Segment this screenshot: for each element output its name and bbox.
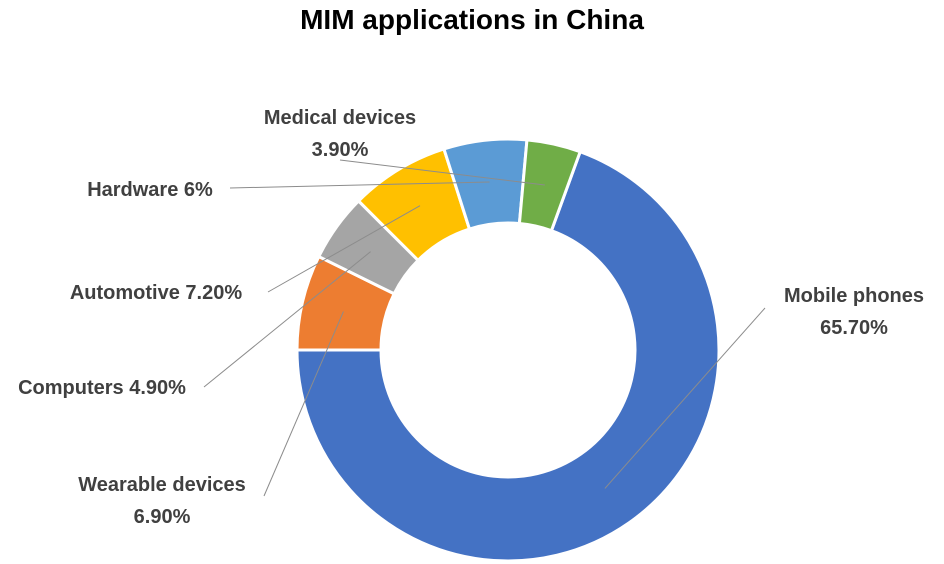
data-label-hardware: Hardware 6% bbox=[87, 179, 213, 201]
leader-line-wearable-devices bbox=[263, 311, 344, 497]
slices-group bbox=[295, 137, 721, 563]
data-label-automotive: Automotive 7.20% bbox=[70, 282, 242, 304]
labels-group: Mobile phones 65.70% Wearable devices 6.90%… bbox=[18, 107, 924, 528]
leader-line-computers bbox=[203, 251, 371, 388]
leader-line-mobile-phones bbox=[604, 307, 766, 489]
data-label-medical-devices: Medical devices 3.90% bbox=[264, 107, 416, 161]
chart-title: MIM applications in China bbox=[300, 4, 644, 35]
leader-line-medical-devices bbox=[339, 159, 545, 186]
slice-medical-devices bbox=[517, 138, 583, 233]
data-label-wearable-devices: Wearable devices 6.90% bbox=[78, 474, 246, 528]
slice-mobile-phones bbox=[295, 149, 721, 563]
data-label-computers: Computers 4.90% bbox=[18, 377, 186, 399]
data-label-mobile-phones: Mobile phones 65.70% bbox=[784, 285, 924, 339]
leader-line-automotive bbox=[267, 205, 421, 293]
leader-lines-group bbox=[203, 159, 766, 497]
leader-line-hardware bbox=[229, 181, 490, 189]
